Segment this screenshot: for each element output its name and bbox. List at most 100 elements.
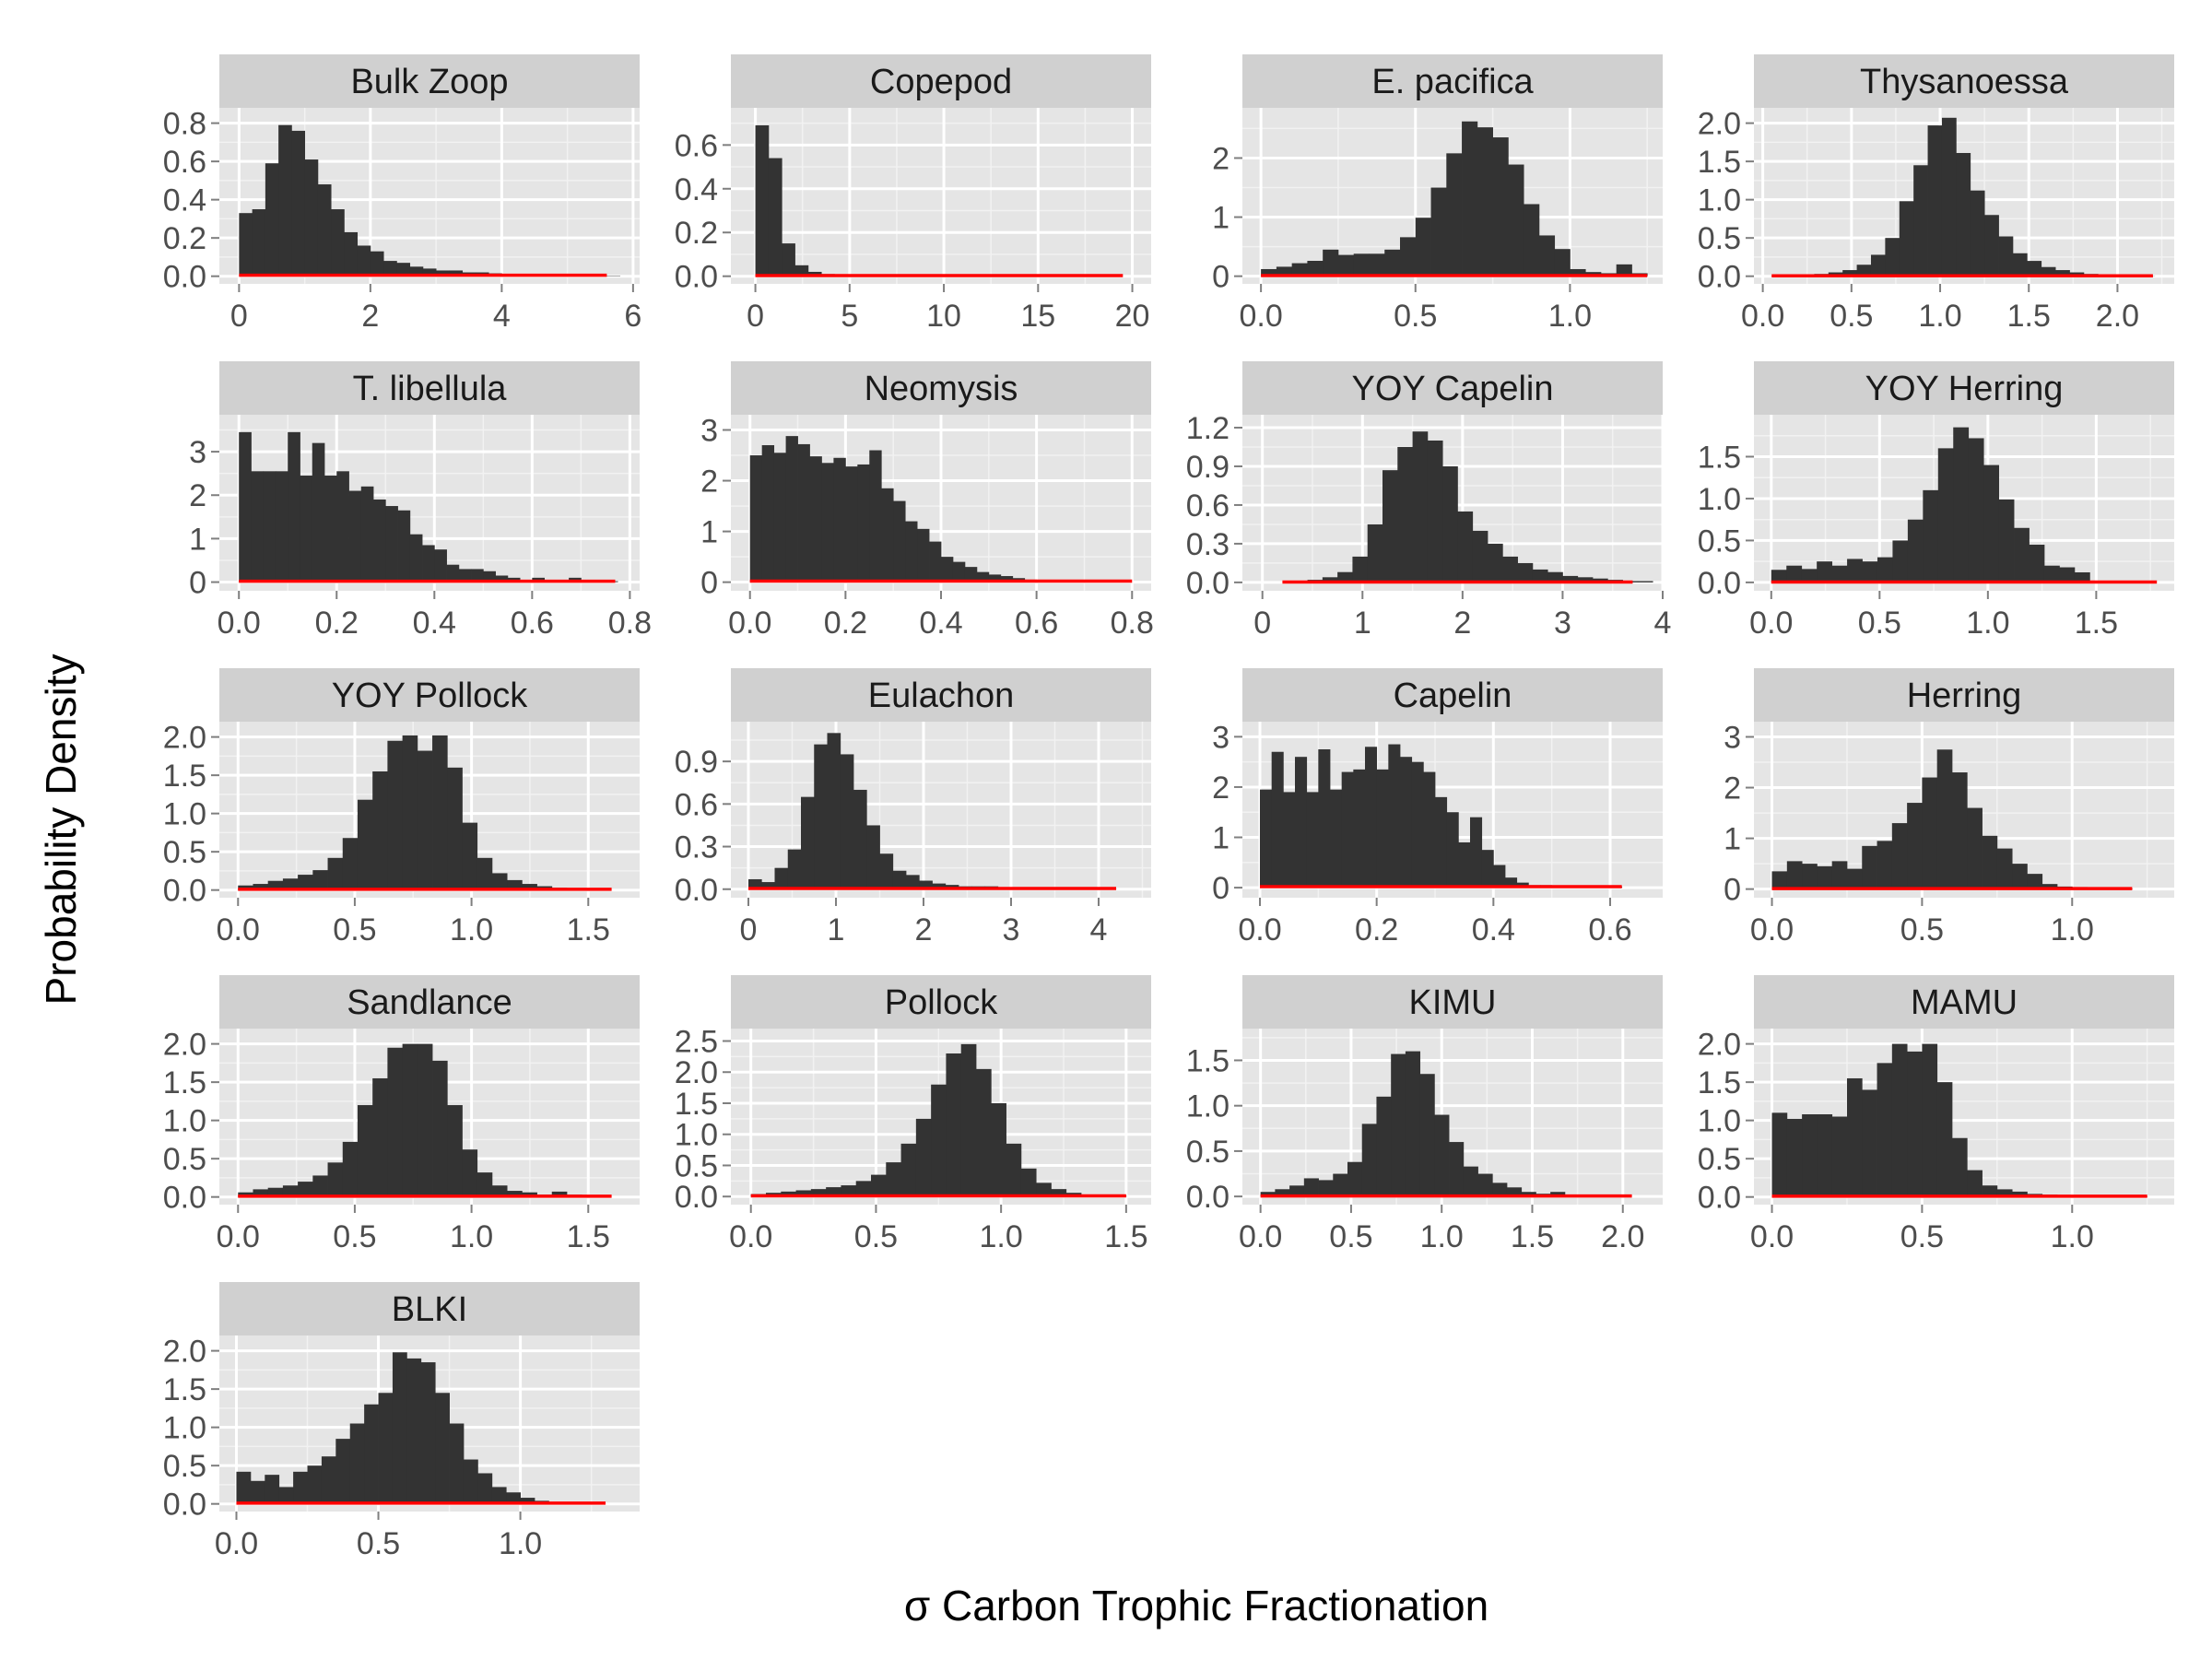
- histogram-bar: [344, 231, 359, 276]
- y-tick-label: 1.0: [163, 797, 206, 832]
- histogram-bar: [506, 1492, 521, 1504]
- histogram-bar: [1492, 137, 1509, 276]
- histogram-bar: [335, 1439, 351, 1504]
- y-tick-label: 1.5: [1698, 145, 1741, 180]
- y-tick-label: 0.6: [675, 128, 718, 163]
- histogram-bar: [1505, 877, 1518, 888]
- histogram-bar: [1508, 164, 1524, 276]
- histogram-bar: [252, 209, 266, 276]
- histogram-bar: [976, 571, 990, 582]
- histogram-bar: [1400, 237, 1417, 276]
- y-tick-label: 1: [1212, 821, 1230, 856]
- facet-panel: Herring 0 1 2 3 0.0 0.5 1.0: [1724, 668, 2174, 947]
- facet-strip: [731, 361, 1151, 415]
- histogram-bar: [1376, 769, 1389, 888]
- x-tick-label: 5: [841, 299, 858, 334]
- histogram-bar: [1547, 571, 1563, 582]
- histogram-bar: [1570, 268, 1586, 276]
- histogram-bar: [491, 1185, 508, 1197]
- histogram-bar: [317, 184, 332, 276]
- facet-title: Neomysis: [865, 370, 1018, 408]
- histogram-bar: [491, 1487, 507, 1504]
- x-tick-label: 0.5: [1858, 606, 1901, 641]
- histogram-bar: [327, 1162, 344, 1197]
- y-tick-label: 0.4: [163, 183, 206, 218]
- histogram-bar: [307, 1465, 323, 1504]
- y-tick-label: 0: [1212, 871, 1230, 906]
- histogram-bar: [1318, 749, 1331, 888]
- histogram-bar: [304, 159, 319, 276]
- facet-strip: [1754, 54, 2174, 108]
- histogram-bar: [327, 857, 344, 890]
- y-tick-label: 2: [1212, 141, 1230, 176]
- histogram-bar: [991, 1102, 1006, 1197]
- x-tick-label: 0.0: [729, 1219, 772, 1254]
- histogram-bar: [1283, 792, 1296, 888]
- histogram-bar: [420, 1362, 436, 1504]
- histogram-bar: [1337, 254, 1355, 276]
- histogram-bar: [748, 878, 762, 889]
- histogram-bar: [1951, 1137, 1968, 1197]
- y-tick-label: 1.5: [1186, 1043, 1230, 1078]
- histogram-bar: [932, 883, 947, 889]
- histogram-bar: [1786, 565, 1803, 582]
- x-tick-label: 1.0: [2051, 1219, 2094, 1254]
- histogram-bar: [1877, 557, 1893, 582]
- y-tick-label: 1: [1212, 201, 1230, 236]
- x-tick-label: 0.5: [1394, 299, 1437, 334]
- histogram-bar: [2014, 527, 2030, 582]
- histogram-bar: [941, 557, 954, 582]
- histogram-bar: [1352, 556, 1369, 582]
- histogram-bar: [449, 270, 464, 276]
- histogram-bar: [458, 569, 472, 582]
- histogram-bar: [2027, 874, 2043, 889]
- histogram-bar: [1322, 577, 1338, 582]
- histogram-bar: [236, 1471, 252, 1504]
- histogram-bar: [507, 879, 523, 890]
- histogram-bar: [1862, 845, 1877, 889]
- histogram-bar: [988, 574, 1002, 582]
- facet-title: Eulachon: [868, 677, 1014, 715]
- histogram-bar: [1786, 861, 1803, 889]
- histogram-bar: [462, 1149, 478, 1197]
- y-tick-label: 0.8: [163, 107, 206, 142]
- histogram-bar: [1318, 1180, 1334, 1197]
- x-tick-label: 0.2: [1355, 912, 1398, 947]
- histogram-bar: [855, 1181, 872, 1197]
- histogram-bar: [392, 1352, 407, 1504]
- y-tick-label: 0.6: [163, 145, 206, 180]
- histogram-bar: [1051, 1189, 1067, 1197]
- histogram-bar: [422, 545, 435, 582]
- y-tick-label: 0.3: [675, 830, 718, 865]
- x-tick-label: 0.4: [1472, 912, 1515, 947]
- histogram-bar: [1967, 1170, 1983, 1197]
- x-tick-label: 4: [1090, 912, 1108, 947]
- histogram-bar: [383, 261, 397, 276]
- histogram-bar: [250, 1480, 265, 1504]
- y-tick-label: 0: [1212, 260, 1230, 295]
- histogram-bar: [1538, 235, 1556, 276]
- histogram-bar: [1412, 431, 1429, 582]
- histogram-bar: [1524, 204, 1540, 276]
- x-tick-label: 0.0: [1750, 912, 1794, 947]
- y-tick-label: 3: [1212, 720, 1230, 755]
- histogram-bar: [477, 857, 493, 890]
- y-tick-label: 0.0: [675, 1180, 718, 1215]
- histogram-bar: [265, 1475, 280, 1504]
- histogram-bar: [1967, 807, 1983, 889]
- histogram-bar: [964, 567, 978, 582]
- y-tick-label: 0.4: [675, 172, 718, 207]
- histogram-bar: [1550, 1192, 1566, 1197]
- histogram-bar: [263, 471, 276, 582]
- histogram-bar: [853, 789, 867, 889]
- histogram-bar: [336, 471, 349, 582]
- x-tick-label: 0.5: [333, 1219, 376, 1254]
- histogram-bar: [1951, 772, 1968, 889]
- x-tick-label: 20: [1115, 299, 1150, 334]
- y-tick-label: 0.5: [163, 835, 206, 870]
- histogram-bar: [1892, 540, 1909, 582]
- histogram-bar: [409, 534, 423, 582]
- histogram-bars: [1771, 1043, 2148, 1197]
- histogram-bars: [236, 1352, 593, 1504]
